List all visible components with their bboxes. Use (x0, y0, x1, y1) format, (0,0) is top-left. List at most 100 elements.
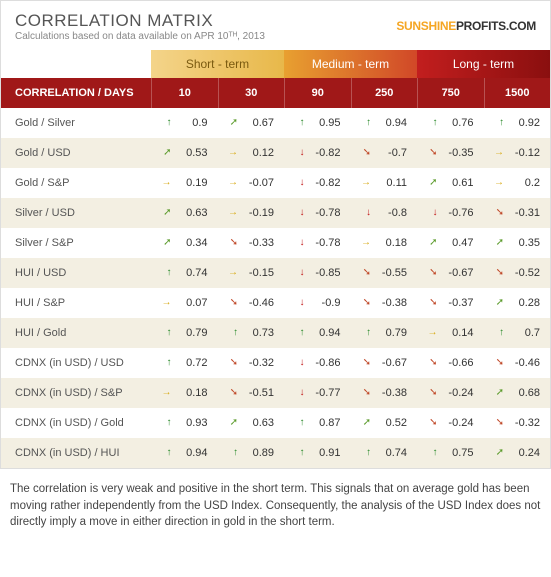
table-cell: ➚ 0.52 (351, 417, 418, 429)
row-label: HUI / USD (1, 267, 151, 279)
table-row: Gold / S&P→0.19→-0.07↓-0.82→0.11➚0.61→0.… (1, 168, 550, 198)
table-cell: ↑0.9 (151, 117, 218, 129)
table-cell: ➘ -0.51 (218, 387, 285, 399)
table-cell: ➚0.24 (484, 447, 551, 459)
cell-value: 0.52 (377, 417, 407, 429)
trend-arrow-icon: ➘ (429, 268, 437, 278)
table-cell: ➚0.63 (151, 207, 218, 219)
trend-arrow-icon: ↓ (300, 208, 305, 218)
cell-value: -0.66 (444, 357, 474, 369)
table-cell: ↓-0.82 (284, 147, 351, 159)
header-left: CORRELATION MATRIX Calculations based on… (15, 11, 265, 42)
term-long: Long - term (417, 50, 550, 78)
trend-arrow-icon: ➘ (496, 358, 504, 368)
trend-arrow-icon: ➚ (496, 238, 504, 248)
table-cell: ↓-0.76 (417, 207, 484, 219)
trend-arrow-icon: ➘ (363, 358, 371, 368)
trend-arrow-icon: → (228, 148, 238, 158)
cell-value: -0.77 (311, 387, 341, 399)
table-cell: ↑0.91 (284, 447, 351, 459)
trend-arrow-icon: ➚ (230, 418, 238, 428)
trend-arrow-icon: ↑ (167, 358, 172, 368)
trend-arrow-icon: → (228, 178, 238, 188)
trend-arrow-icon: → (428, 328, 438, 338)
table-row: CDNX (in USD) / S&P→0.18➘-0.51↓-0.77➘-0.… (1, 378, 550, 408)
table-cell: ➘-0.32 (484, 417, 551, 429)
table-cell: ➚0.53 (151, 147, 218, 159)
table-cell: ➘-0.32 (218, 357, 285, 369)
cell-value: -0.51 (244, 387, 274, 399)
cell-value: 0.87 (311, 417, 341, 429)
table-cell: ➘-0.38 (351, 297, 418, 309)
subtitle-prefix: Calculations based on data available on (15, 31, 194, 42)
cell-value: 0.2 (510, 177, 540, 189)
table-cell: ➘-0.24 (417, 387, 484, 399)
col-header-1500: 1500 (484, 78, 551, 108)
header: CORRELATION MATRIX Calculations based on… (1, 1, 550, 50)
trend-arrow-icon: ➘ (429, 358, 437, 368)
table-cell: ↑0.79 (351, 327, 418, 339)
cell-value: 0.14 (444, 327, 474, 339)
cell-value: 0.95 (311, 117, 341, 129)
table-row: HUI / Gold↑0.79↑0.73↑0.94↑0.79→0.14↑0.7 (1, 318, 550, 348)
row-label: Gold / S&P (1, 177, 151, 189)
table-cell: ➘-0.37 (417, 297, 484, 309)
cell-value: 0.18 (377, 237, 407, 249)
cell-value: -0.24 (444, 417, 474, 429)
terms-row: Short - term Medium - term Long - term (1, 50, 550, 78)
trend-arrow-icon: ➘ (363, 388, 371, 398)
row-label: HUI / S&P (1, 297, 151, 309)
cell-value: 0.89 (244, 447, 274, 459)
cell-value: 0.9 (178, 117, 208, 129)
table-cell: →-0.19 (218, 207, 285, 219)
cell-value: -0.76 (444, 207, 474, 219)
cell-value: -0.82 (311, 147, 341, 159)
table-row: CDNX (in USD) / Gold↑0.93➚0.63↑0.87➚0.52… (1, 408, 550, 438)
trend-arrow-icon: ➘ (363, 298, 371, 308)
column-header-row: CORRELATION / DAYS 10 30 90 250 750 1500 (1, 78, 550, 108)
term-short: Short - term (151, 50, 284, 78)
cell-value: 0.34 (178, 237, 208, 249)
trend-arrow-icon: ↓ (366, 208, 371, 218)
page-title: CORRELATION MATRIX (15, 11, 265, 31)
table-row: HUI / S&P→0.07➘-0.46↓-0.9➘-0.38➘-0.37➚0.… (1, 288, 550, 318)
col-header-750: 750 (417, 78, 484, 108)
trend-arrow-icon: ➚ (496, 298, 504, 308)
table-cell: →-0.12 (484, 147, 551, 159)
trend-arrow-icon: ➘ (230, 238, 238, 248)
row-label: Gold / Silver (1, 117, 151, 129)
table-cell: ↓-0.86 (284, 357, 351, 369)
row-label: HUI / Gold (1, 327, 151, 339)
cell-value: 0.76 (444, 117, 474, 129)
table-cell: ↑0.75 (417, 447, 484, 459)
trend-arrow-icon: ↑ (499, 328, 504, 338)
trend-arrow-icon: → (228, 208, 238, 218)
trend-arrow-icon: → (162, 298, 172, 308)
trend-arrow-icon: → (494, 148, 504, 158)
logo-profits: PROFITS.COM (456, 19, 536, 33)
cell-value: -0.32 (510, 417, 540, 429)
trend-arrow-icon: ↑ (167, 448, 172, 458)
trend-arrow-icon: ➚ (363, 418, 371, 428)
cell-value: -0.78 (311, 207, 341, 219)
table-cell: ↓ -0.78 (284, 207, 351, 219)
cell-value: 0.74 (377, 447, 407, 459)
trend-arrow-icon: ➚ (496, 388, 504, 398)
trend-arrow-icon: ➚ (429, 178, 437, 188)
cell-value: -0.38 (377, 387, 407, 399)
trend-arrow-icon: ➘ (230, 388, 238, 398)
cell-value: -0.46 (244, 297, 274, 309)
trend-arrow-icon: ➚ (163, 148, 171, 158)
table-cell: →0.18 (151, 387, 218, 399)
table-cell: ↑0.93 (151, 417, 218, 429)
trend-arrow-icon: ↓ (300, 238, 305, 248)
cell-value: 0.74 (178, 267, 208, 279)
trend-arrow-icon: ↑ (366, 448, 371, 458)
table-cell: ↑0.95 (284, 117, 351, 129)
table-cell: ➚0.47 (417, 237, 484, 249)
cell-value: -0.31 (510, 207, 540, 219)
cell-value: 0.94 (377, 117, 407, 129)
cell-value: 0.79 (178, 327, 208, 339)
trend-arrow-icon: ↑ (366, 328, 371, 338)
row-label: CDNX (in USD) / Gold (1, 417, 151, 429)
